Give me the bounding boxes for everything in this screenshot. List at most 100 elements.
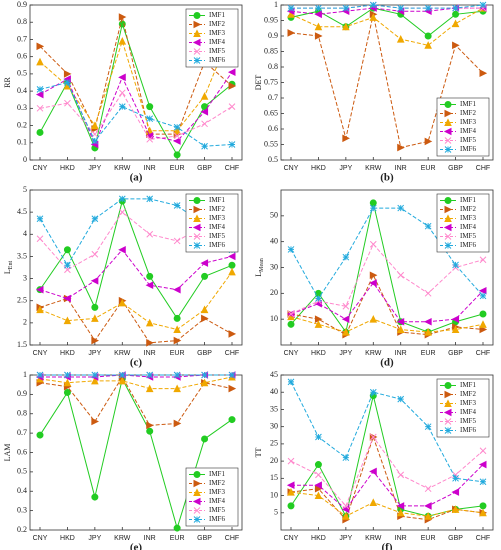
y-tick-label: 0.5: [17, 467, 27, 476]
marker: [451, 488, 460, 496]
marker: [201, 314, 209, 323]
x-tick-label: JPY: [88, 350, 101, 357]
marker: [118, 89, 126, 97]
y-tick-label: 0.2: [17, 525, 27, 534]
marker: [314, 10, 322, 19]
marker: [201, 371, 208, 379]
marker: [314, 289, 322, 297]
marker: [146, 115, 154, 123]
y-axis-label-base: TT: [254, 448, 263, 458]
legend-label: IMF6: [460, 241, 476, 249]
legend-marker: [444, 109, 453, 118]
y-tick-label: 0.7: [268, 93, 278, 102]
legend-marker: [193, 479, 202, 488]
y-tick-label: 0.8: [17, 17, 27, 26]
marker: [287, 487, 295, 496]
marker: [315, 4, 322, 12]
legend-label: IMF3: [209, 488, 225, 496]
legend-label: IMF6: [460, 426, 476, 434]
x-tick-label: HKD: [60, 165, 75, 172]
legend-label: IMF2: [460, 109, 476, 117]
marker: [91, 137, 99, 145]
marker: [287, 502, 295, 510]
legend-box: [185, 467, 239, 527]
marker: [228, 82, 237, 90]
legend-marker: [444, 390, 453, 399]
marker: [228, 141, 236, 148]
marker: [228, 267, 236, 276]
y-tick-label: 0.5: [268, 155, 278, 164]
marker: [201, 142, 208, 150]
marker: [36, 215, 44, 223]
y-axis-label: DET: [254, 75, 263, 91]
marker: [314, 481, 322, 490]
legend-box: [436, 378, 490, 438]
y-axis-label: RR: [3, 77, 12, 88]
marker: [369, 433, 377, 441]
marker: [35, 285, 44, 294]
legend-marker: [444, 118, 452, 126]
marker: [451, 505, 460, 513]
series-line: [39, 16, 233, 135]
marker: [479, 256, 487, 264]
marker: [479, 447, 487, 455]
marker: [228, 103, 236, 110]
marker: [452, 474, 459, 482]
x-tick-label: HKD: [60, 350, 75, 357]
legend-label: IMF4: [460, 223, 476, 231]
x-tick-label: HKD: [311, 350, 326, 357]
y-tick-label: 0.55: [264, 139, 278, 148]
y-tick-label: 30: [270, 421, 278, 430]
y-tick-label: 1: [23, 370, 27, 379]
marker: [91, 417, 99, 426]
marker: [228, 371, 236, 379]
marker: [36, 42, 45, 51]
x-tick-label: CNY: [33, 535, 48, 542]
series-line: [290, 435, 484, 521]
y-tick-label: 1.5: [17, 340, 27, 349]
x-tick-label: HKD: [60, 535, 75, 542]
legend-label: IMF6: [209, 515, 225, 523]
marker: [424, 222, 432, 230]
marker: [145, 318, 154, 327]
legend-marker: [193, 516, 201, 523]
y-tick-label: 0.8: [17, 409, 27, 418]
y-tick-label: 0.4: [17, 486, 27, 495]
x-tick-label: KRW: [114, 350, 131, 357]
x-tick-label: HKD: [311, 535, 326, 542]
marker: [200, 107, 209, 116]
marker: [397, 143, 405, 152]
legend-marker: [193, 214, 201, 222]
marker: [287, 29, 296, 37]
y-axis-label: LMean: [254, 258, 266, 277]
marker: [146, 338, 154, 347]
marker: [287, 246, 295, 253]
marker: [424, 327, 432, 336]
series-line: [39, 376, 233, 390]
marker: [396, 502, 405, 510]
marker: [173, 151, 181, 159]
y-axis-label-base: L: [254, 272, 263, 277]
legend-label: IMF6: [209, 56, 225, 64]
legend-marker: [193, 29, 201, 37]
y-axis-label-base: LAM: [3, 444, 12, 462]
marker: [424, 137, 433, 146]
marker: [118, 376, 127, 385]
marker: [369, 467, 377, 476]
panel: 0 0.1 0.2 0.3 0.4 0.5 0.6 0.7 0.8 0.9 CNY HKD JPY KRW…: [3, 0, 243, 184]
panel: 10 20 30 40 50 CNY HKD JPY KRW INR EUR GBP CHF LMean I…: [254, 189, 494, 369]
y-tick-label: 0.85: [264, 46, 278, 55]
legend-label: IMF5: [460, 136, 476, 144]
marker: [396, 34, 405, 43]
x-tick-label: GBP: [448, 535, 463, 542]
legend-label: IMF1: [460, 100, 476, 108]
marker: [369, 279, 377, 287]
marker: [315, 295, 322, 302]
marker: [479, 502, 487, 510]
marker: [118, 103, 126, 110]
marker: [36, 371, 44, 379]
legend-label: IMF2: [209, 479, 225, 487]
x-tick-label: INR: [395, 350, 407, 357]
marker: [424, 512, 432, 520]
